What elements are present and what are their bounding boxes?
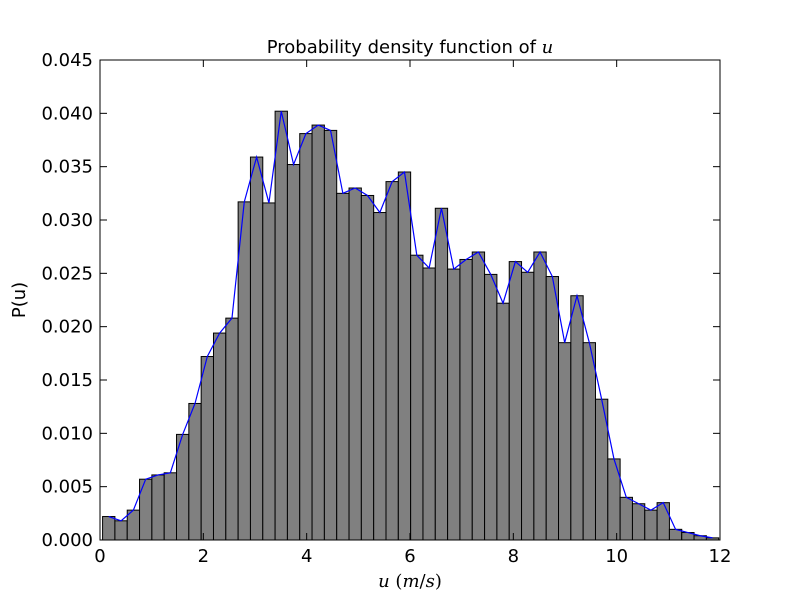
y-tick-label: 0.020 xyxy=(41,317,93,338)
histogram-bar xyxy=(336,192,350,541)
histogram-bar xyxy=(484,273,498,541)
histogram-bar xyxy=(459,258,473,541)
histogram-bar xyxy=(274,110,288,541)
histogram-bar xyxy=(163,472,178,541)
histogram-bar xyxy=(102,516,116,541)
histogram-bar xyxy=(570,295,584,541)
y-tick-label: 0.035 xyxy=(41,157,93,178)
y-axis-label: P(u) xyxy=(9,282,30,318)
histogram-bar xyxy=(644,509,658,541)
x-tick-label: 6 xyxy=(404,546,415,567)
histogram-bar xyxy=(176,433,190,541)
histogram-bar xyxy=(237,201,251,541)
chart-title: Probability density function of u xyxy=(267,37,554,58)
histogram-bar xyxy=(373,212,387,541)
histogram-bar xyxy=(323,129,338,541)
histogram-bar xyxy=(521,271,535,541)
x-tick-label: 2 xyxy=(198,546,209,567)
y-tick-label: 0.045 xyxy=(41,50,93,71)
x-axis-label: u (m/s) xyxy=(378,571,442,592)
histogram-bar xyxy=(286,164,301,541)
histogram-bar xyxy=(225,317,239,541)
density-line-group xyxy=(108,111,713,539)
histogram-bar xyxy=(397,171,412,541)
x-tick-label: 12 xyxy=(709,546,732,567)
histogram-bar xyxy=(348,187,362,541)
histogram-bar xyxy=(151,474,165,541)
density-line xyxy=(108,111,713,539)
histogram-bar xyxy=(558,342,572,541)
histogram-bar xyxy=(299,133,313,541)
histogram-bar xyxy=(422,267,436,541)
x-tick-label: 8 xyxy=(508,546,519,567)
y-tick-label: 0.000 xyxy=(41,530,93,551)
histogram-bar xyxy=(533,251,547,541)
y-tick-label: 0.005 xyxy=(41,477,93,498)
histogram-bar xyxy=(582,342,596,541)
histogram-bar xyxy=(139,478,153,541)
x-tick-label: 0 xyxy=(94,546,105,567)
y-tick-label: 0.015 xyxy=(41,370,93,391)
histogram-bar xyxy=(262,202,276,541)
plot-frame xyxy=(99,59,721,541)
histogram-bar xyxy=(200,356,214,541)
histogram-bar xyxy=(360,194,375,541)
y-tick-label: 0.030 xyxy=(41,210,93,231)
histogram-bar xyxy=(188,402,202,541)
histogram-bar xyxy=(545,276,560,541)
histogram-bar xyxy=(471,251,486,541)
x-tick-label: 10 xyxy=(605,546,628,567)
histogram-bar xyxy=(212,332,227,541)
histogram-bar xyxy=(114,520,128,541)
histogram-bar xyxy=(656,502,670,541)
y-tick-label: 0.040 xyxy=(41,103,93,124)
y-tick-label: 0.010 xyxy=(41,423,93,444)
histogram-bar xyxy=(508,261,523,541)
histogram-bar xyxy=(385,181,399,541)
histogram-bar xyxy=(619,496,633,541)
histogram-bar xyxy=(434,207,449,541)
x-tick-label: 4 xyxy=(301,546,312,567)
histogram-bar xyxy=(631,503,646,541)
y-tick-label: 0.025 xyxy=(41,263,93,284)
histogram-bar xyxy=(249,156,264,541)
axis-ticks: 0 2 4 6 8 10 12 0.000 0.005 0.010 0.015 0.020 0.025 0… xyxy=(41,50,731,567)
histogram-bar xyxy=(447,268,461,541)
histogram-bar xyxy=(496,302,510,541)
histogram-bar xyxy=(311,124,325,541)
histogram-bar xyxy=(410,254,424,541)
